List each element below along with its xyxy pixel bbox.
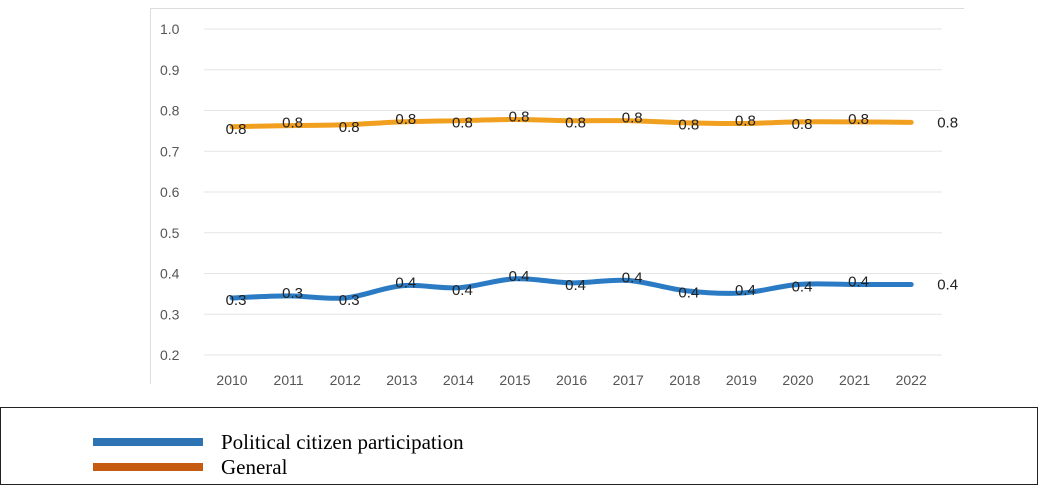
data-label: 0.8 <box>282 115 303 132</box>
y-tick-label: 0.4 <box>160 266 180 282</box>
legend-item-political-citizen-participation: Political citizen participation <box>93 429 464 455</box>
data-label: 0.3 <box>282 285 303 302</box>
legend: Political citizen participation General <box>0 407 1038 485</box>
data-label: 0.8 <box>565 115 586 132</box>
data-label: 0.4 <box>848 274 869 291</box>
x-tick-label: 2018 <box>669 372 700 388</box>
y-tick-label: 0.2 <box>160 347 180 363</box>
data-label: 0.8 <box>792 116 813 133</box>
chart-frame <box>150 8 964 384</box>
data-label: 0.8 <box>678 117 699 134</box>
data-label: 0.3 <box>226 292 247 309</box>
x-tick-label: 2015 <box>499 372 530 388</box>
data-label: 0.4 <box>565 277 586 294</box>
y-tick-label: 0.9 <box>160 62 180 78</box>
y-tick-label: 0.8 <box>160 103 180 119</box>
x-tick-label: 2013 <box>386 372 417 388</box>
data-label: 0.8 <box>848 111 869 128</box>
legend-item-general: General <box>93 454 287 480</box>
x-tick-label: 2017 <box>613 372 644 388</box>
y-tick-label: 0.5 <box>160 225 180 241</box>
legend-swatch-political <box>93 438 203 446</box>
data-label: 0.4 <box>509 268 530 285</box>
x-tick-label: 2019 <box>726 372 757 388</box>
data-label: 0.4 <box>395 275 416 292</box>
data-label: 0.8 <box>622 110 643 127</box>
data-label: 0.4 <box>678 285 699 302</box>
series-line-political <box>229 276 914 301</box>
data-label: 0.8 <box>509 108 530 125</box>
data-label: 0.3 <box>339 292 360 309</box>
y-tick-label: 0.6 <box>160 184 180 200</box>
x-tick-label: 2014 <box>443 372 474 388</box>
data-label: 0.8 <box>226 121 247 138</box>
x-tick-label: 2011 <box>274 372 304 388</box>
data-label: 0.4 <box>452 282 473 299</box>
x-tick-label: 2021 <box>839 372 870 388</box>
data-label: 0.8 <box>395 111 416 128</box>
data-label: 0.8 <box>339 119 360 136</box>
data-label: 0.8 <box>452 115 473 132</box>
y-tick-label: 1.0 <box>160 21 180 37</box>
series-line-general <box>229 116 914 130</box>
x-tick-label: 2010 <box>216 372 247 388</box>
data-label: 0.8 <box>735 113 756 130</box>
data-label: 0.8 <box>937 114 958 131</box>
data-label: 0.4 <box>735 282 756 299</box>
x-tick-label: 2012 <box>330 372 361 388</box>
y-tick-label: 0.7 <box>160 143 180 159</box>
data-label: 0.4 <box>792 279 813 296</box>
x-tick-label: 2016 <box>556 372 587 388</box>
y-tick-label: 0.3 <box>160 306 180 322</box>
legend-label: Political citizen participation <box>221 429 464 454</box>
legend-swatch-general <box>93 463 203 471</box>
data-label: 0.4 <box>937 277 958 294</box>
x-tick-label: 2020 <box>782 372 813 388</box>
legend-label: General <box>221 454 288 479</box>
line-chart: 0.2 0.3 0.4 0.5 0.6 0.7 0.8 0.9 1.0 2010 2011 2012 2… <box>160 21 958 388</box>
data-label: 0.4 <box>622 269 643 286</box>
x-tick-label: 2022 <box>896 372 927 388</box>
